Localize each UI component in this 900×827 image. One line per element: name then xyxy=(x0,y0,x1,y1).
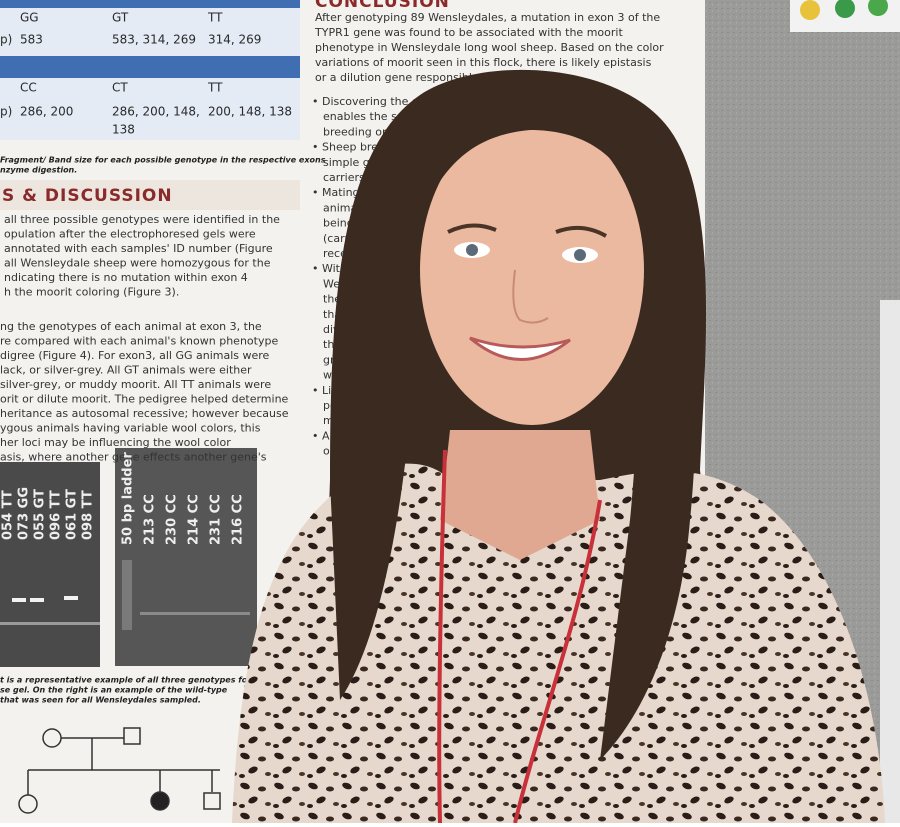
results-line: h the moorit coloring (Figure 3). xyxy=(4,286,179,299)
gel-label: 061 GT xyxy=(65,489,80,540)
gel-label: 231 CC xyxy=(209,494,224,545)
results-line: her loci may be influencing the wool col… xyxy=(0,436,231,449)
gel-label: 073 GG xyxy=(17,487,32,540)
results-line: lack, or silver-grey. All GT animals wer… xyxy=(0,364,252,377)
table-cell: 286, 200, 148, xyxy=(112,105,200,119)
table-cell: 138 xyxy=(112,123,135,137)
gel-image xyxy=(115,448,257,666)
table-cell: 583, 314, 269 xyxy=(112,33,196,47)
caption: nzyme digestion. xyxy=(0,166,77,175)
table-cell: 314, 269 xyxy=(208,33,261,47)
section-heading: CONCLUSION xyxy=(315,0,450,12)
gel-label: 055 GT xyxy=(33,489,48,540)
results-line: silver-grey, or muddy moorit. All TT ani… xyxy=(0,378,271,391)
person xyxy=(232,69,885,824)
gel-label: 098 TT xyxy=(81,490,96,540)
results-line: re compared with each animal's known phe… xyxy=(0,335,278,348)
table-header: GT xyxy=(112,11,129,25)
results-line: orit or dilute moorit. The pedigree help… xyxy=(0,393,289,406)
dot xyxy=(868,0,888,16)
gel-label: 096 TT xyxy=(49,490,64,540)
conclusion-line: After genotyping 89 Wensleydales, a muta… xyxy=(315,11,660,24)
gel-label: 213 CC xyxy=(143,494,158,545)
conclusion-line: or a dilution gene responsible fo xyxy=(315,71,493,84)
results-line: all Wensleydale sheep were homozygous fo… xyxy=(4,257,271,270)
table-cell: p) xyxy=(0,105,12,119)
gel-image xyxy=(0,462,100,667)
poster-edge xyxy=(880,300,900,823)
heading-band xyxy=(0,180,300,210)
section-heading: S & DISCUSSION xyxy=(2,186,173,206)
gel-label: 50 bp ladder xyxy=(121,452,136,545)
caption: Fragment/ Band size for each possible ge… xyxy=(0,156,326,165)
gel-label: 054 TT xyxy=(1,490,16,540)
results-line: opulation after the electrophoresed gels… xyxy=(4,228,256,241)
table-header: TT xyxy=(207,11,223,25)
dot xyxy=(800,0,820,20)
bullet-line: or xyxy=(323,445,335,458)
table-cell: 583 xyxy=(20,33,43,47)
table-header: CC xyxy=(20,81,37,95)
pedigree xyxy=(18,727,221,814)
table-header: GG xyxy=(20,11,39,25)
results-line: ygous animals having variable wool color… xyxy=(0,422,261,435)
results-line: digree (Figure 4). For exon3, all GG ani… xyxy=(0,349,270,362)
gel-label: 216 CC xyxy=(231,494,246,545)
table-band xyxy=(0,0,300,8)
table-cell: p) xyxy=(0,33,12,47)
gel-caption: that was seen for all Wensleydales sampl… xyxy=(0,696,201,705)
table-header: TT xyxy=(207,81,223,95)
table-body xyxy=(0,8,300,56)
results-line: heritance as autosomal recessive; howeve… xyxy=(0,407,289,420)
results-line: annotated with each samples' ID number (… xyxy=(4,242,273,255)
gel-bands xyxy=(0,560,250,630)
table-body xyxy=(0,78,300,140)
results-line: ndicating there is no mutation within ex… xyxy=(4,271,248,284)
conclusion-line: variations of moorit seen in this flock,… xyxy=(315,56,652,69)
gel-caption: t is a representative example of all thr… xyxy=(0,676,252,685)
table-cell: 200, 148, 138 xyxy=(208,105,292,119)
conclusion-line: phenotype in Wensleydale long wool sheep… xyxy=(315,41,664,54)
results-line: asis, where another gene effects another… xyxy=(0,451,267,464)
table-header: CT xyxy=(112,81,128,95)
table-band xyxy=(0,56,300,78)
conclusion-line: TYPR1 gene was found to be associated wi… xyxy=(314,26,623,39)
gel-label: 230 CC xyxy=(165,494,180,545)
table-cell: 286, 200 xyxy=(20,105,73,119)
results-line: ng the genotypes of each animal at exon … xyxy=(0,320,262,333)
gel-label: 214 CC xyxy=(187,494,202,545)
gel-caption: se gel. On the right is an example of th… xyxy=(0,686,228,695)
dot xyxy=(835,0,855,18)
results-line: all three possible genotypes were identi… xyxy=(4,213,280,226)
